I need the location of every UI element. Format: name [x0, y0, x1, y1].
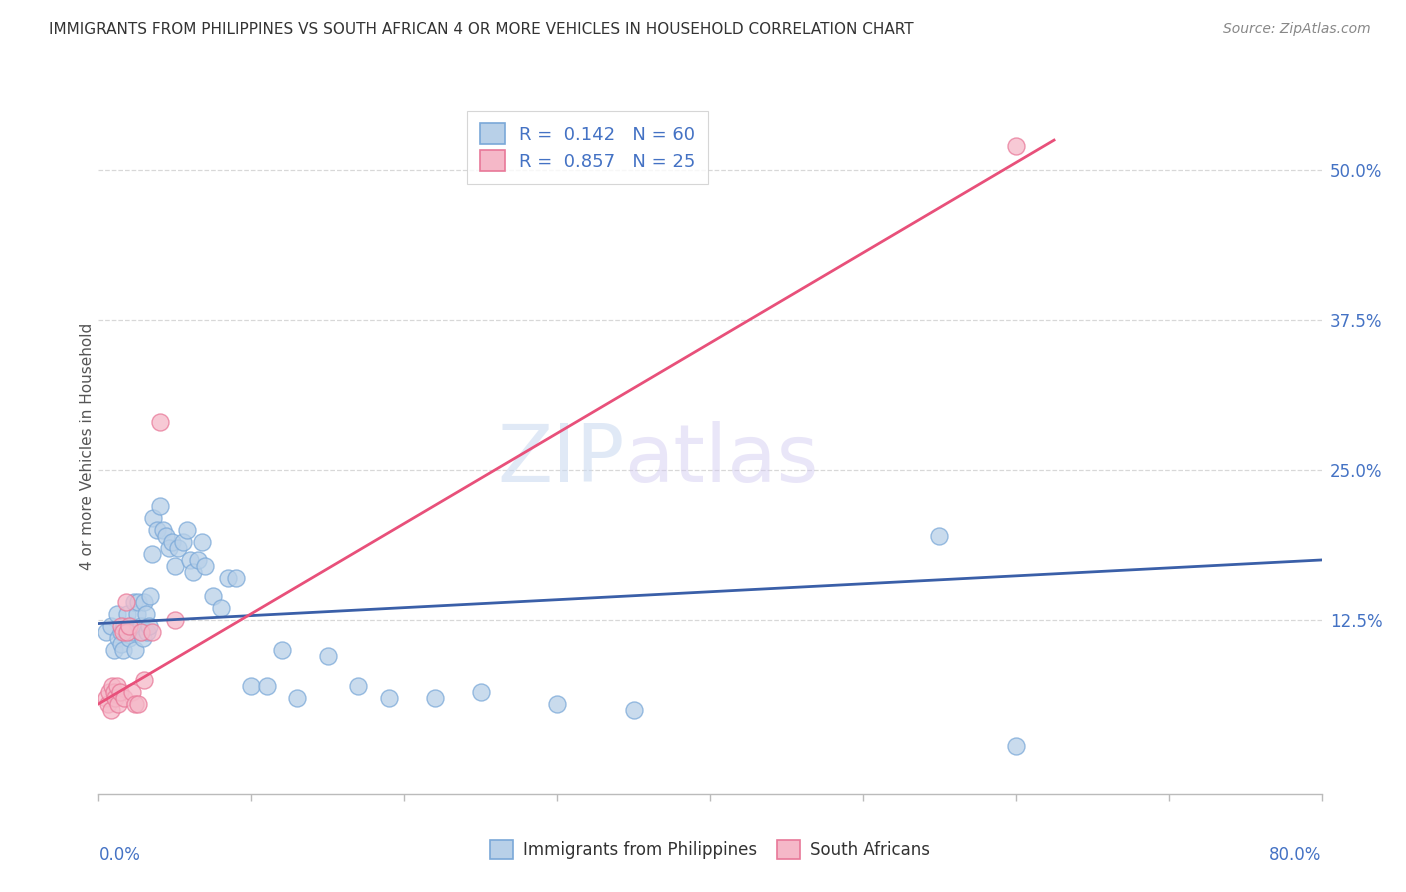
Point — [176, 523, 198, 537]
Point — [187, 553, 209, 567]
Text: 80.0%: 80.0% — [1270, 846, 1322, 864]
Point — [103, 685, 125, 699]
Point — [167, 541, 190, 555]
Point — [179, 553, 201, 567]
Point — [118, 619, 141, 633]
Point — [125, 607, 148, 621]
Point — [117, 607, 139, 621]
Point — [97, 697, 120, 711]
Point — [172, 535, 194, 549]
Point — [623, 703, 645, 717]
Point — [191, 535, 214, 549]
Point — [121, 624, 143, 639]
Point — [108, 685, 131, 699]
Point — [209, 601, 232, 615]
Point — [122, 595, 145, 609]
Point — [138, 619, 160, 633]
Point — [135, 607, 157, 621]
Point — [149, 499, 172, 513]
Text: IMMIGRANTS FROM PHILIPPINES VS SOUTH AFRICAN 4 OR MORE VEHICLES IN HOUSEHOLD COR: IMMIGRANTS FROM PHILIPPINES VS SOUTH AFR… — [49, 22, 914, 37]
Point — [105, 607, 128, 621]
Point — [115, 624, 138, 639]
Point — [928, 529, 950, 543]
Point — [98, 685, 121, 699]
Point — [152, 523, 174, 537]
Point — [118, 631, 141, 645]
Point — [149, 415, 172, 429]
Legend: Immigrants from Philippines, South Africans: Immigrants from Philippines, South Afric… — [484, 833, 936, 865]
Point — [194, 558, 217, 573]
Point — [128, 624, 150, 639]
Point — [111, 624, 134, 639]
Point — [94, 690, 117, 705]
Point — [112, 690, 135, 705]
Point — [110, 624, 132, 639]
Point — [132, 631, 155, 645]
Point — [100, 619, 122, 633]
Text: ZIP: ZIP — [498, 421, 624, 499]
Point — [117, 624, 139, 639]
Point — [124, 697, 146, 711]
Point — [127, 595, 149, 609]
Point — [1004, 139, 1026, 153]
Point — [1004, 739, 1026, 753]
Point — [157, 541, 180, 555]
Point — [129, 624, 152, 639]
Point — [270, 643, 292, 657]
Point — [470, 685, 492, 699]
Text: atlas: atlas — [624, 421, 818, 499]
Point — [115, 595, 138, 609]
Point — [217, 571, 239, 585]
Point — [139, 589, 162, 603]
Point — [103, 643, 125, 657]
Point — [100, 703, 122, 717]
Point — [107, 631, 129, 645]
Point — [129, 619, 152, 633]
Point — [127, 697, 149, 711]
Point — [163, 558, 186, 573]
Point — [107, 697, 129, 711]
Point — [285, 690, 308, 705]
Point — [160, 535, 183, 549]
Point — [101, 679, 124, 693]
Point — [111, 643, 134, 657]
Point — [141, 547, 163, 561]
Point — [240, 679, 263, 693]
Point — [124, 643, 146, 657]
Point — [141, 624, 163, 639]
Text: 0.0%: 0.0% — [98, 846, 141, 864]
Point — [112, 619, 135, 633]
Point — [347, 679, 370, 693]
Point — [134, 595, 156, 609]
Point — [423, 690, 446, 705]
Text: Source: ZipAtlas.com: Source: ZipAtlas.com — [1223, 22, 1371, 37]
Point — [163, 613, 186, 627]
Y-axis label: 4 or more Vehicles in Household: 4 or more Vehicles in Household — [80, 322, 94, 570]
Point — [378, 690, 401, 705]
Point — [104, 690, 127, 705]
Point — [256, 679, 278, 693]
Point — [110, 637, 132, 651]
Point — [202, 589, 225, 603]
Point — [120, 619, 142, 633]
Point — [181, 565, 204, 579]
Point — [105, 679, 128, 693]
Point — [121, 685, 143, 699]
Point — [136, 624, 159, 639]
Point — [145, 523, 167, 537]
Point — [225, 571, 247, 585]
Point — [94, 624, 117, 639]
Point — [134, 673, 156, 687]
Point — [546, 697, 568, 711]
Point — [142, 511, 165, 525]
Point — [316, 648, 339, 663]
Point — [110, 619, 132, 633]
Point — [155, 529, 177, 543]
